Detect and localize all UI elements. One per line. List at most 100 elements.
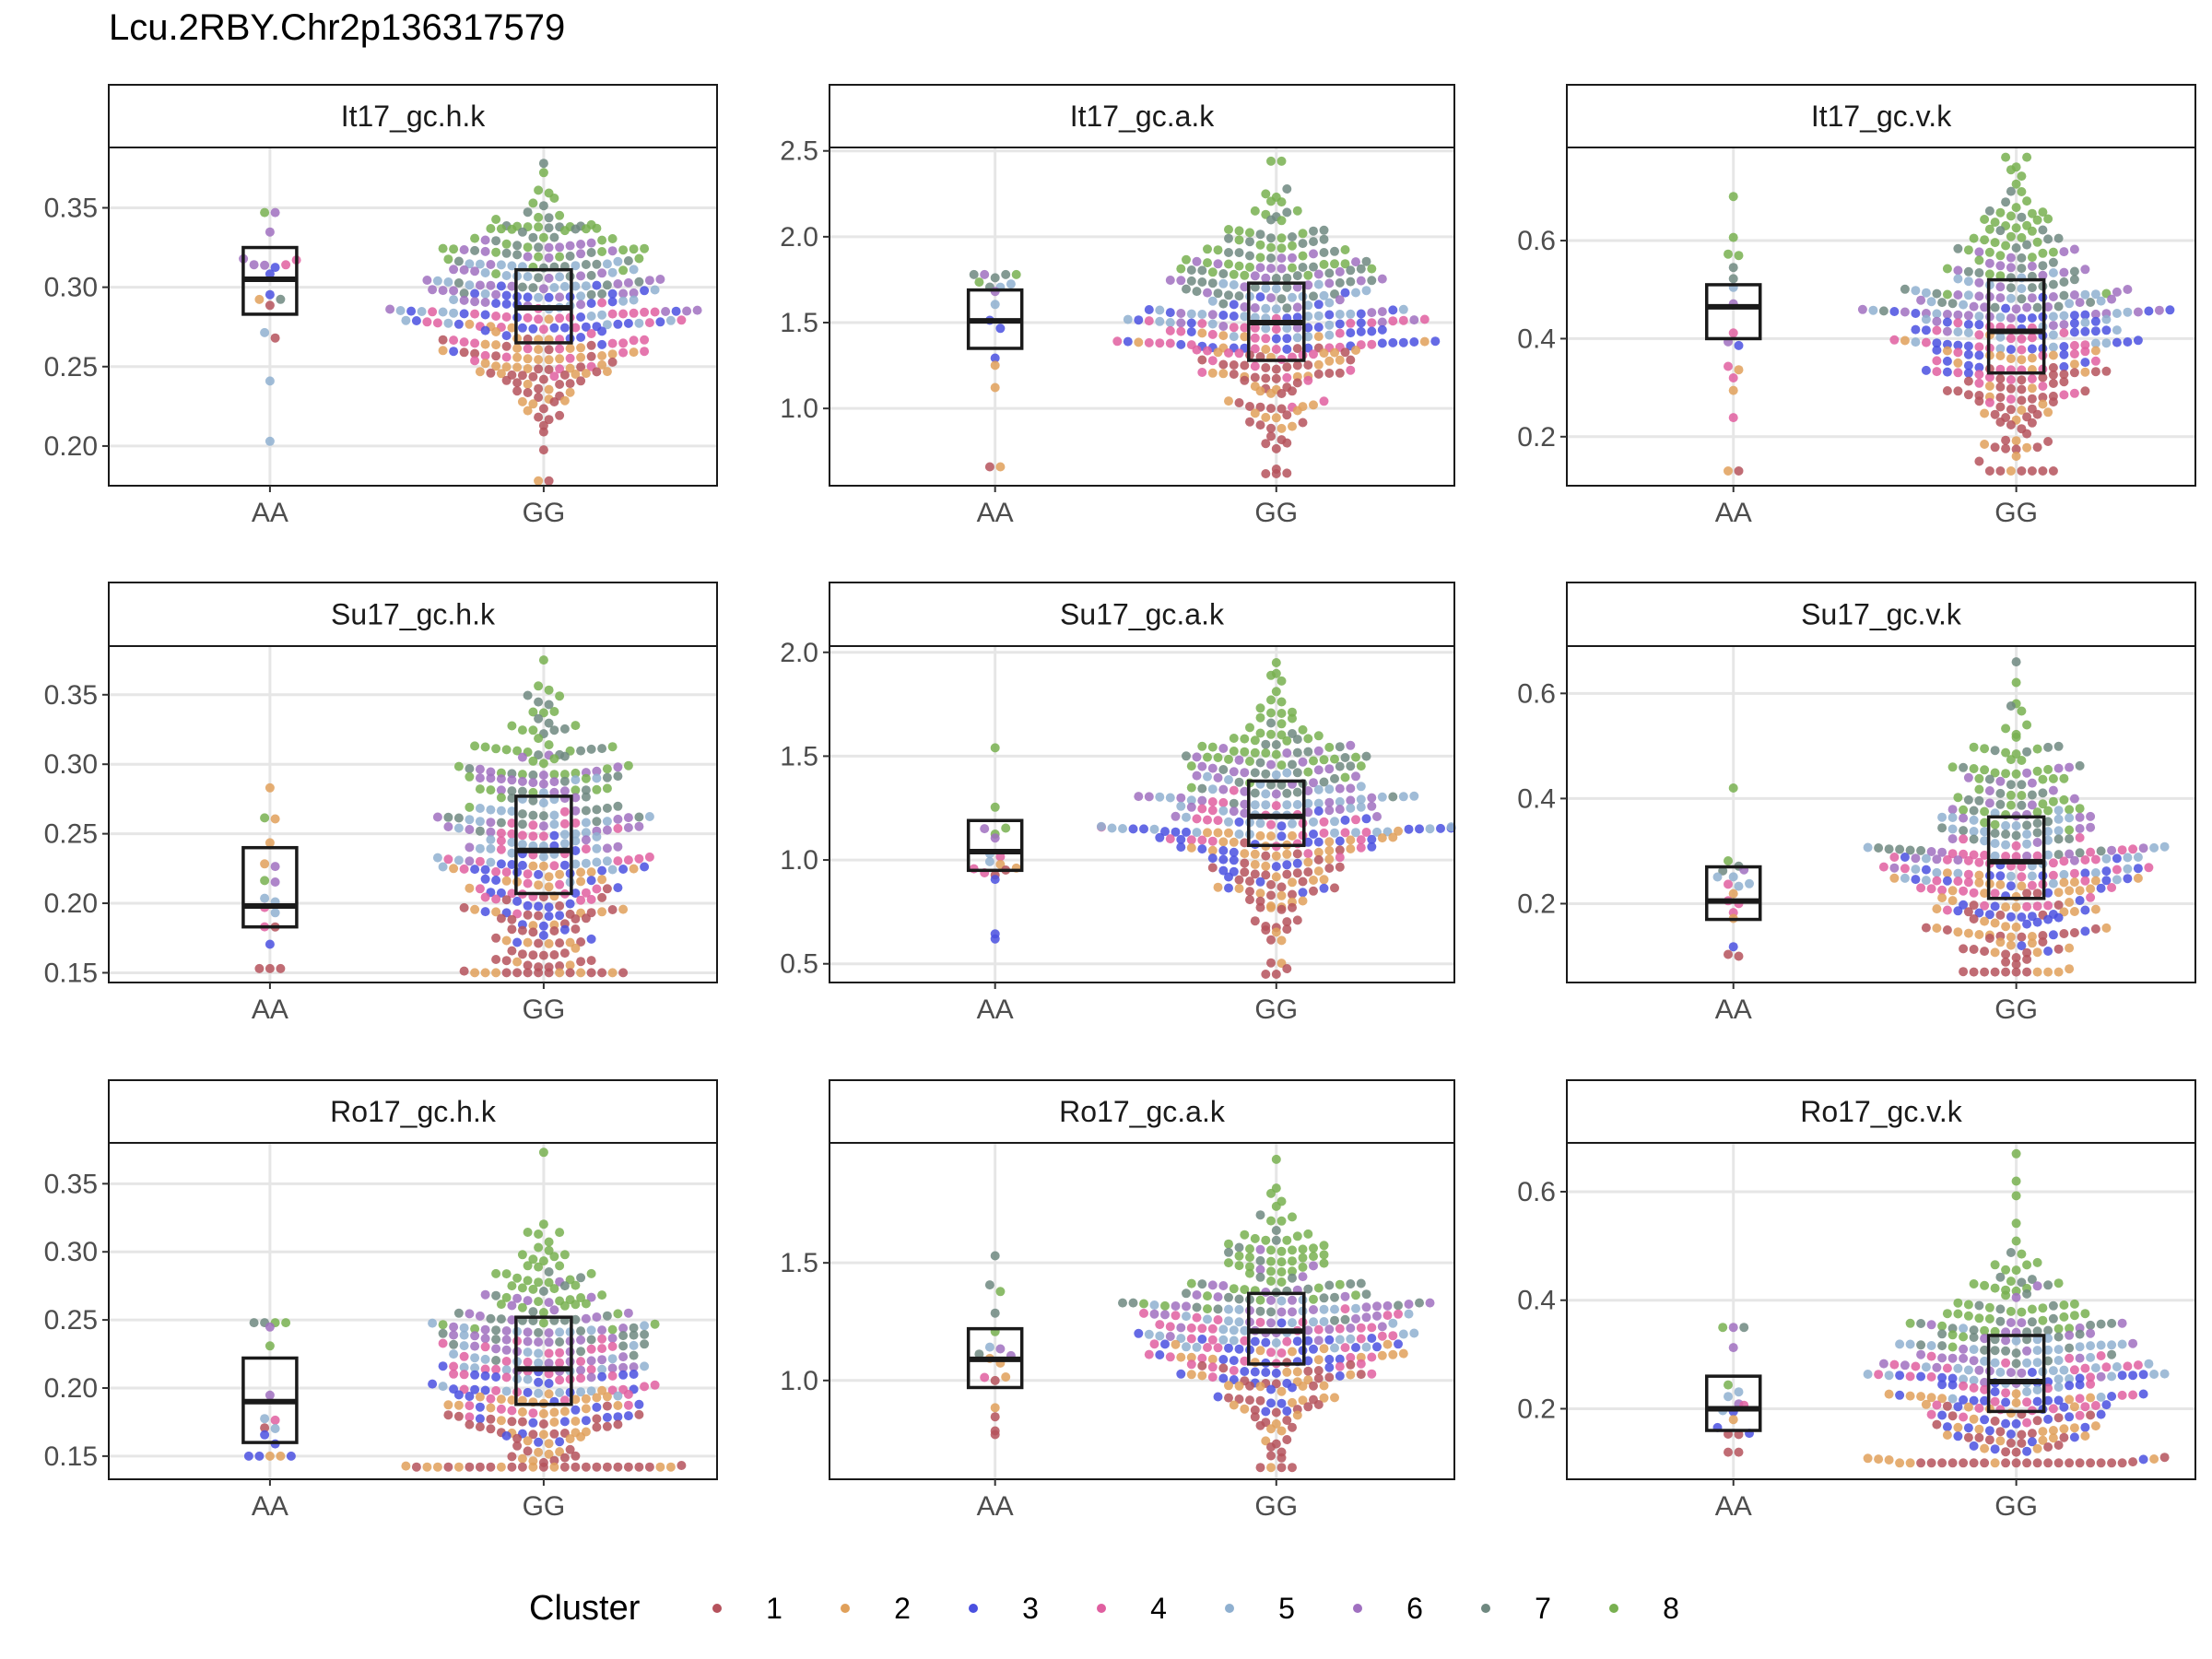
data-point xyxy=(491,968,501,978)
data-point xyxy=(2086,822,2096,832)
data-point xyxy=(528,831,538,841)
data-point xyxy=(1303,849,1313,859)
data-point xyxy=(2032,917,2042,927)
data-point xyxy=(990,300,1000,310)
data-point xyxy=(465,1392,475,1401)
data-point xyxy=(1234,777,1244,787)
data-point xyxy=(449,864,459,874)
strip-background xyxy=(108,84,718,148)
data-point xyxy=(1377,338,1387,348)
data-point xyxy=(2017,756,2027,765)
data-point xyxy=(565,960,575,971)
data-point xyxy=(1266,1424,1276,1434)
data-point xyxy=(1224,1247,1233,1257)
data-point xyxy=(1937,1321,1947,1331)
data-point xyxy=(1271,770,1281,780)
data-point xyxy=(1963,1365,1973,1375)
data-point xyxy=(1953,1363,1963,1373)
data-point xyxy=(2006,871,2016,881)
data-point xyxy=(512,386,523,396)
data-point xyxy=(480,1354,490,1364)
data-point xyxy=(1245,228,1254,238)
data-point xyxy=(480,339,490,349)
data-point xyxy=(544,872,554,882)
data-point xyxy=(576,291,586,301)
data-point xyxy=(1271,345,1281,354)
data-point xyxy=(1229,360,1239,370)
x-tick-label: AA xyxy=(1715,1491,1752,1522)
data-point xyxy=(1155,338,1165,348)
data-point xyxy=(1266,196,1276,206)
data-point xyxy=(1980,900,1990,911)
data-point xyxy=(1878,306,1888,316)
data-point xyxy=(265,289,275,300)
data-point xyxy=(538,374,548,384)
data-point xyxy=(544,1359,554,1368)
data-point xyxy=(528,1418,538,1428)
data-point xyxy=(1250,333,1260,343)
data-point xyxy=(480,246,490,256)
data-point xyxy=(1430,336,1441,347)
data-point xyxy=(1728,373,1738,382)
data-point xyxy=(523,910,533,920)
data-point xyxy=(1959,1353,1969,1363)
data-point xyxy=(1218,369,1229,379)
data-point xyxy=(465,319,475,329)
data-point xyxy=(1937,885,1947,895)
data-point xyxy=(1947,834,1958,844)
data-point xyxy=(1313,1400,1324,1409)
data-point xyxy=(581,835,591,845)
data-point xyxy=(265,1451,275,1461)
data-point xyxy=(1372,1301,1382,1312)
data-point xyxy=(1218,784,1229,794)
data-point xyxy=(1959,886,1969,896)
facet-strip-label: Ro17_gc.h.k xyxy=(330,1095,497,1128)
data-point xyxy=(1324,837,1335,847)
data-point xyxy=(597,310,607,320)
data-point xyxy=(1953,347,1963,358)
data-point xyxy=(2117,1318,2127,1328)
data-point xyxy=(2017,800,2027,810)
data-point xyxy=(2086,892,2096,902)
data-point xyxy=(459,1351,469,1361)
data-point xyxy=(1218,837,1229,847)
data-point xyxy=(1324,330,1335,340)
data-point xyxy=(2011,677,2021,688)
x-tick-label: AA xyxy=(1715,498,1752,528)
data-point xyxy=(2027,880,2037,890)
data-point xyxy=(576,877,586,887)
data-point xyxy=(459,864,469,874)
data-point xyxy=(496,1404,506,1414)
data-point xyxy=(2080,855,2090,865)
data-point xyxy=(254,963,265,973)
data-point xyxy=(2053,741,2064,751)
data-point xyxy=(480,1334,490,1344)
data-point xyxy=(623,760,633,771)
data-point xyxy=(1346,318,1356,328)
data-point xyxy=(618,288,629,299)
data-point xyxy=(2011,1389,2021,1399)
data-point xyxy=(1335,266,1345,276)
data-point xyxy=(1990,442,2000,453)
data-point xyxy=(586,329,596,338)
data-point xyxy=(1921,923,1931,933)
data-point xyxy=(1921,1362,1931,1372)
data-point xyxy=(2043,914,2053,924)
data-point xyxy=(2080,318,2090,327)
data-point xyxy=(602,1421,612,1431)
data-point xyxy=(2080,868,2090,878)
data-point xyxy=(1182,751,1191,761)
data-point xyxy=(449,1369,459,1379)
data-point xyxy=(1207,784,1218,794)
data-point xyxy=(1995,226,2006,236)
data-point xyxy=(1963,772,1973,782)
data-point xyxy=(1218,744,1229,753)
data-point xyxy=(2053,1413,2064,1423)
data-point xyxy=(1990,967,2000,977)
data-point xyxy=(2011,959,2021,970)
data-point xyxy=(629,864,639,874)
data-point xyxy=(576,968,586,978)
data-point xyxy=(1367,793,1377,803)
data-point xyxy=(597,351,607,360)
data-point xyxy=(1298,239,1308,249)
